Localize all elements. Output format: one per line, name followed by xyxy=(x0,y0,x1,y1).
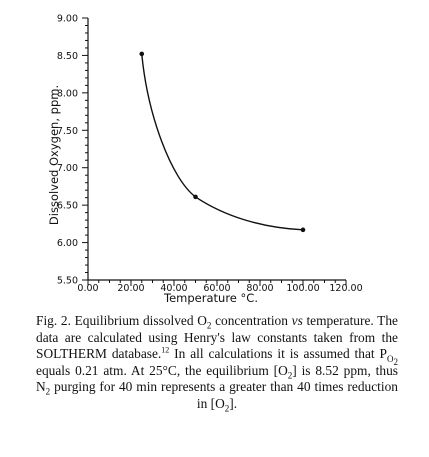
caption-text: purging for 40 min represents a greater … xyxy=(50,379,398,411)
data-point xyxy=(139,51,145,57)
caption-subscript-o: O xyxy=(386,353,394,364)
x-tick-label: 60.00 xyxy=(203,283,230,294)
y-tick-label: 7.00 xyxy=(57,163,78,174)
x-axis-label: Temperature °C. xyxy=(163,291,258,305)
caption-subscript: 2 xyxy=(224,403,230,414)
caption-text: ]. xyxy=(229,395,238,411)
axes xyxy=(87,18,346,281)
y-axis-label: Dissolved Oxygen, ppm. xyxy=(47,85,61,225)
y-tick-label: 5.50 xyxy=(57,276,78,287)
caption-subscript: O2 xyxy=(386,353,398,367)
ticks: 5.50 6.00 6.50 7.00 7.50 8.00 8.50 9.00 0.00 20.0… xyxy=(57,14,363,295)
x-tick-label: 80.00 xyxy=(246,283,273,294)
caption-reference: 12 xyxy=(161,345,170,355)
caption-text: temperature. The data are calculated usi… xyxy=(36,313,398,362)
caption-text: concentration xyxy=(211,313,292,328)
y-tick-label: 7.50 xyxy=(57,126,78,137)
data-point xyxy=(193,194,198,200)
x-tick-label: 0.00 xyxy=(77,283,98,294)
caption-text: ] is 8.52 ppm, thus N xyxy=(36,362,398,395)
data-points xyxy=(139,51,306,233)
x-tick-label: 120.00 xyxy=(329,283,362,294)
caption-subscript-2: 2 xyxy=(393,356,398,367)
y-tick-label: 8.00 xyxy=(57,88,78,99)
x-tick-label: 20.00 xyxy=(117,283,144,294)
x-tick-label: 100.00 xyxy=(286,283,319,294)
caption-subscript: 2 xyxy=(287,370,293,381)
y-tick-label: 6.50 xyxy=(57,201,78,212)
caption-label: Fig. 2. xyxy=(36,313,71,328)
chart: 5.50 6.00 6.50 7.00 7.50 8.00 8.50 9.00 0.00 20.0… xyxy=(47,14,363,306)
y-tick-label: 6.00 xyxy=(57,238,78,249)
data-point xyxy=(300,227,306,233)
caption-text: Equilibrium dissolved O xyxy=(70,313,207,328)
caption-text: equals 0.21 atm. At 25°C, the equilibriu… xyxy=(36,362,288,378)
caption-subscript: 2 xyxy=(206,320,212,331)
caption-subscript: 2 xyxy=(45,387,51,398)
caption-text: In all calculations it is assumed that P xyxy=(169,346,387,362)
figure-caption: Fig. 2. Equilibrium dissolved O2 concent… xyxy=(36,313,398,413)
series-line-layer xyxy=(141,53,304,231)
caption-italic: vs xyxy=(291,313,303,328)
y-tick-label: 9.00 xyxy=(57,14,78,25)
x-tick-label: 40.00 xyxy=(160,283,187,294)
y-tick-label: 8.50 xyxy=(57,51,78,62)
series-line xyxy=(141,53,304,231)
